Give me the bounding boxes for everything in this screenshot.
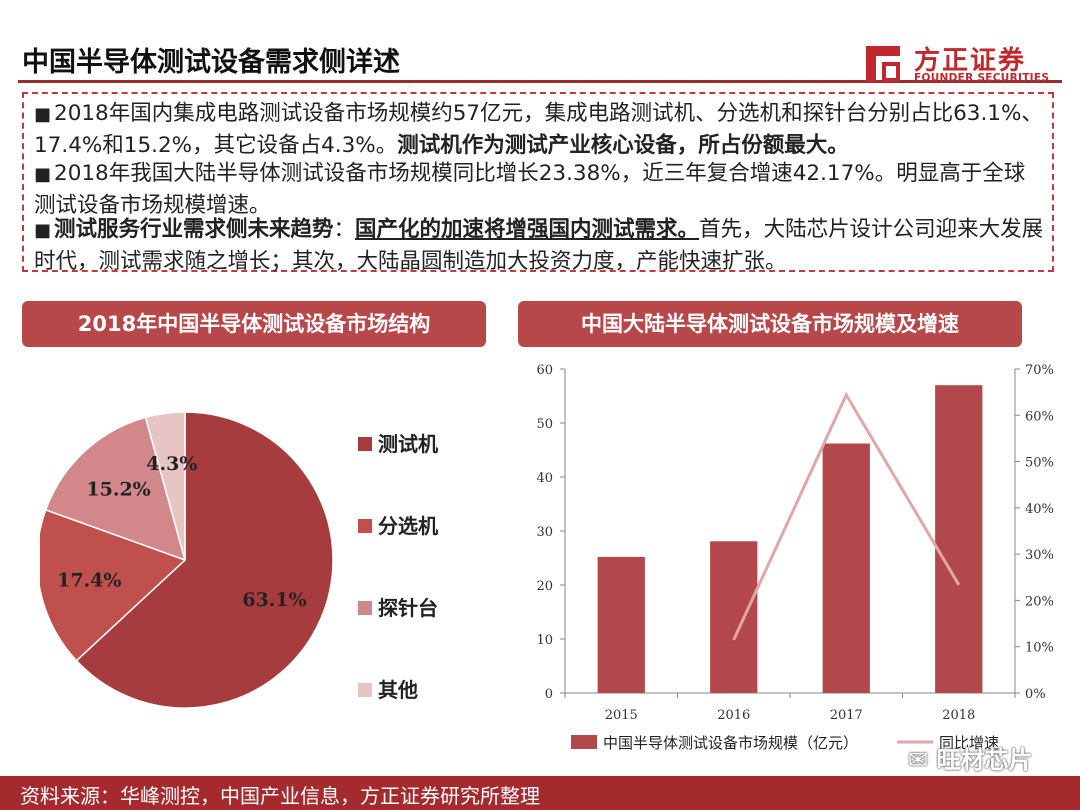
- bar-2017: [822, 443, 870, 693]
- bar-panel-title: 中国大陆半导体测试设备市场规模及增速: [518, 301, 1022, 347]
- summary-bullet-2: ■ 2018年我国大陆半导体测试设备市场规模同比增长23.38%，近三年复合增速4…: [34, 158, 1044, 221]
- legend-swatch: [358, 683, 372, 697]
- bullet-1-emphasis: 测试机作为测试产业核心设备，所占份额最大。: [397, 133, 849, 158]
- y-left-tick-label: 50: [536, 417, 553, 432]
- pie-data-label: 63.1%: [242, 589, 306, 611]
- bullet-3-sep: ：: [333, 217, 356, 242]
- legend-swatch-bar: [571, 735, 597, 749]
- bar-line-chart: 0 10 20 30 40 50 60 0% 10% 20% 30% 40% 50% 60% 70% 2015…: [536, 363, 1054, 752]
- company-logo: 方正证券 FOUNDER SECURITIES: [860, 42, 1050, 90]
- title-underline: [18, 80, 1062, 83]
- wechat-icon: ✉: [908, 746, 937, 774]
- pie-data-label: 4.3%: [146, 453, 197, 475]
- y-left-tick-label: 0: [545, 687, 553, 702]
- y-right-tick-label: 20%: [1025, 594, 1054, 609]
- logo-name: 方正证券: [914, 46, 1027, 76]
- watermark: ✉ 旺材芯片: [908, 740, 1032, 775]
- y-left-tick-label: 60: [536, 363, 553, 378]
- y-left-tick-label: 40: [536, 471, 553, 486]
- y-right-tick-label: 0%: [1025, 687, 1046, 702]
- bullet-square-icon: ■: [34, 104, 52, 125]
- legend-label: 其他: [378, 678, 418, 702]
- growth-point: [733, 639, 735, 641]
- legend-swatch: [358, 519, 372, 533]
- watermark-text: 旺材芯片: [936, 746, 1033, 774]
- bullet-3-emphasis: 国产化的加速将增强国内测试需求。: [355, 217, 700, 242]
- logo-subtitle: FOUNDER SECURITIES: [914, 72, 1050, 84]
- y-left-tick-label: 20: [536, 579, 553, 594]
- y-right-tick-label: 70%: [1025, 363, 1054, 378]
- legend-label: 探针台: [378, 596, 438, 620]
- x-tick-label: 2018: [942, 708, 975, 723]
- y-right-tick-label: 50%: [1025, 456, 1054, 471]
- bullet-1-text: 2018年国内集成电路测试设备市场规模约57亿元，集成电路测试机、分选机和探针台…: [34, 101, 1043, 158]
- pie-slice-其他: [144, 411, 186, 561]
- pie-data-label: 15.2%: [86, 478, 150, 500]
- legend-label: 测试机: [378, 432, 438, 456]
- summary-bullet-3: ■ 测试服务行业需求侧未来趋势：国产化的加速将增强国内测试需求。首先，大陆芯片设计…: [34, 214, 1044, 277]
- legend-swatch: [358, 437, 372, 451]
- x-tick-label: 2016: [717, 708, 750, 723]
- summary-box: ■ 2018年国内集成电路测试设备市场规模约57亿元，集成电路测试机、分选机和探针…: [22, 92, 1054, 274]
- summary-bullet-1: ■ 2018年国内集成电路测试设备市场规模约57亿元，集成电路测试机、分选机和探针…: [34, 98, 1044, 161]
- pie-data-label: 17.4%: [57, 570, 121, 592]
- bullet-3-text: 首先，大陆芯片设计公司迎来大发展时代，测试需求随之增长；其次，大陆晶圆制造加大投…: [34, 217, 1044, 274]
- y-right-tick-label: 60%: [1025, 409, 1054, 424]
- source-note: 资料来源：华峰测控，中国产业信息，方正证券研究所整理: [20, 784, 540, 808]
- x-tick-label: 2015: [605, 708, 638, 723]
- bullet-square-icon: ■: [34, 164, 52, 185]
- bar-2018: [935, 385, 983, 693]
- pie-slice-测试机: [75, 411, 334, 709]
- logo-mark-icon: [866, 46, 900, 82]
- legend-label-line: 同比增速: [939, 734, 999, 752]
- footer-bar: 资料来源：华峰测控，中国产业信息，方正证券研究所整理: [0, 776, 1080, 810]
- bullet-3-lead: 测试服务行业需求侧未来趋势: [54, 217, 334, 242]
- y-left-tick-label: 30: [536, 525, 553, 540]
- bullet-square-icon: ■: [34, 220, 52, 241]
- y-right-tick-label: 10%: [1025, 641, 1054, 656]
- bar-2016: [710, 541, 758, 693]
- growth-point: [845, 394, 847, 396]
- y-left-tick-label: 10: [536, 633, 553, 648]
- bar-2015: [597, 556, 645, 693]
- bullet-2-text: 2018年我国大陆半导体测试设备市场规模同比增长23.38%，近三年复合增速42…: [34, 161, 1026, 218]
- legend-label: 分选机: [378, 514, 438, 538]
- pie-slice-探针台: [44, 416, 187, 562]
- legend-swatch: [358, 601, 372, 615]
- pie-panel-title: 2018年中国半导体测试设备市场结构: [22, 301, 486, 347]
- y-right-tick-label: 30%: [1025, 548, 1054, 563]
- x-tick-label: 2017: [830, 708, 863, 723]
- legend-label-bar: 中国半导体测试设备市场规模（亿元）: [603, 734, 858, 752]
- y-right-tick-label: 40%: [1025, 502, 1054, 517]
- page-title: 中国半导体测试设备需求侧详述: [22, 47, 400, 78]
- growth-point: [958, 584, 960, 586]
